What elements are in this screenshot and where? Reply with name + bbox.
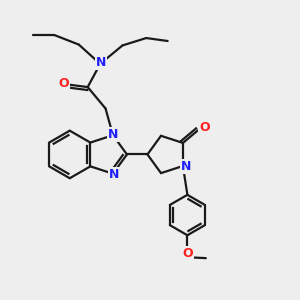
Text: O: O — [58, 77, 69, 90]
Text: O: O — [199, 121, 210, 134]
Text: N: N — [181, 160, 192, 173]
Text: N: N — [108, 128, 118, 141]
Text: N: N — [109, 168, 119, 181]
Text: O: O — [182, 247, 193, 260]
Text: N: N — [96, 56, 106, 69]
